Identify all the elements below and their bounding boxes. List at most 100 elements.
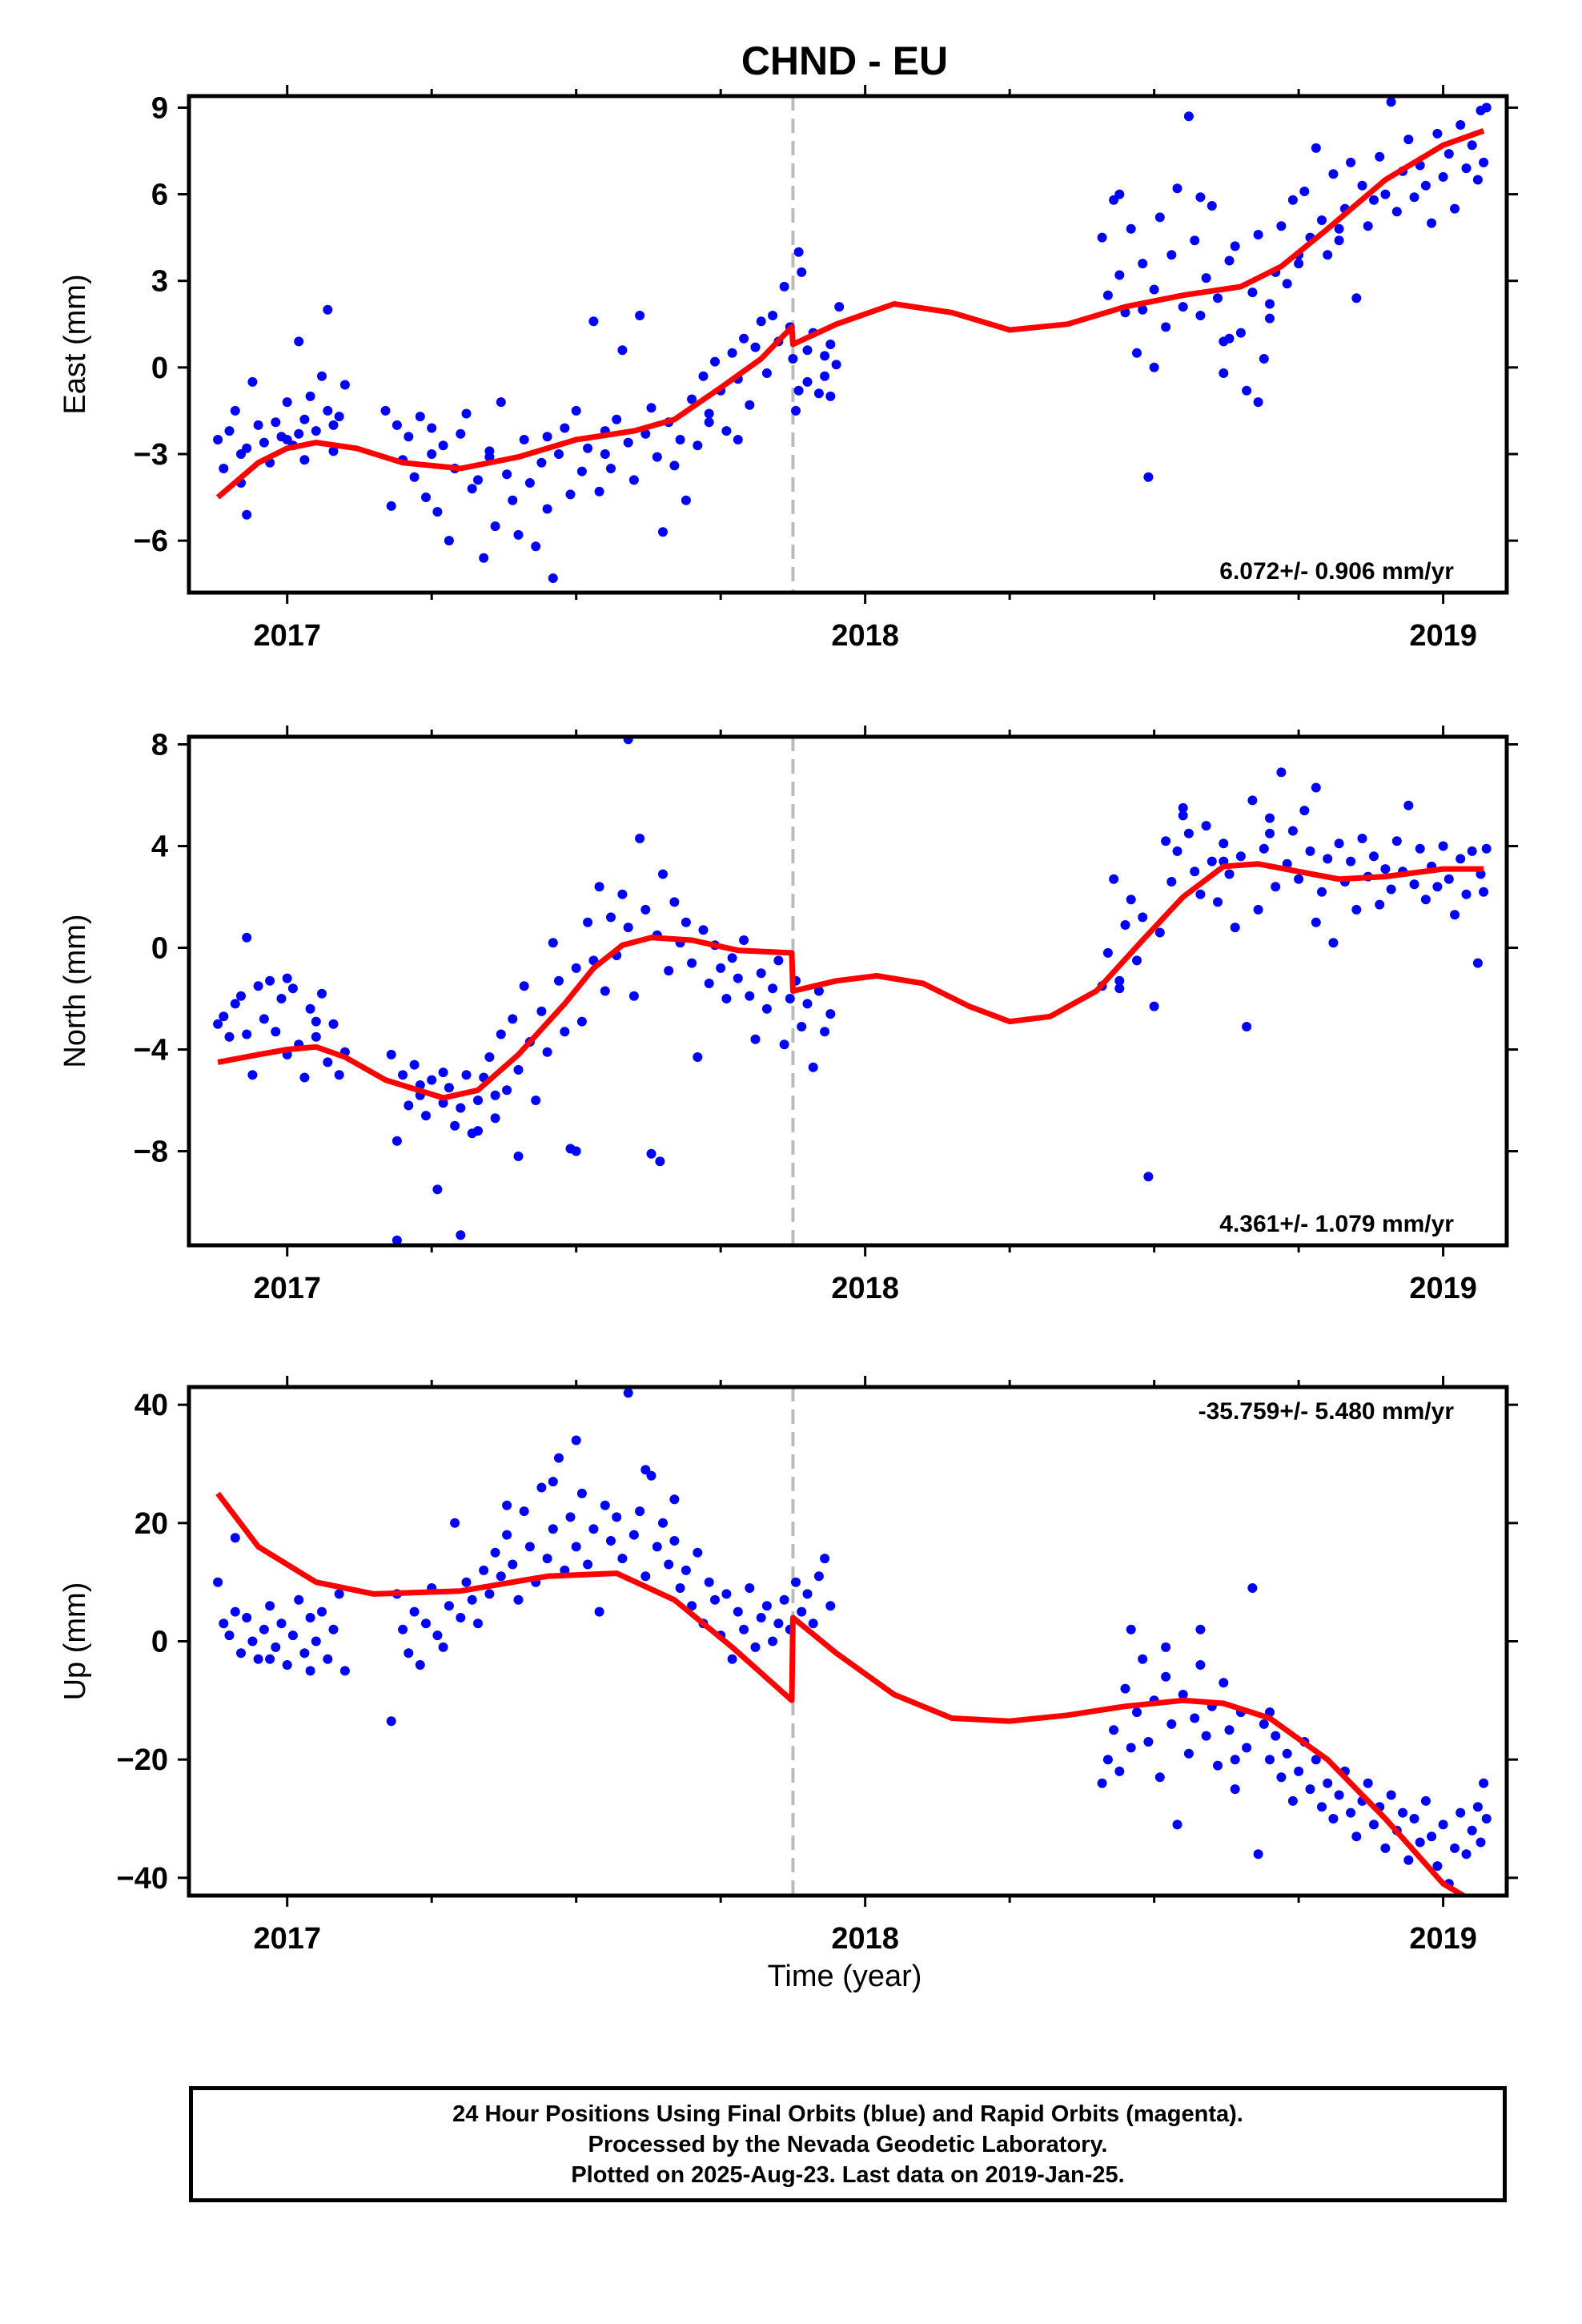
data-point (565, 489, 576, 500)
data-point (502, 1085, 512, 1096)
data-point (1102, 1755, 1113, 1765)
data-point (1323, 250, 1333, 260)
data-point (1166, 250, 1177, 260)
data-point (1230, 923, 1240, 933)
data-point (484, 1052, 495, 1062)
data-point (1154, 1772, 1165, 1783)
data-point (391, 1235, 402, 1245)
data-point (1143, 472, 1154, 482)
data-point (1467, 846, 1477, 856)
data-point (1334, 838, 1344, 849)
data-point (548, 1524, 558, 1534)
data-point (1317, 887, 1327, 897)
data-point (1265, 828, 1275, 838)
data-point (1443, 149, 1454, 159)
data-point (825, 340, 836, 349)
data-point (773, 955, 784, 966)
data-point (710, 356, 720, 367)
data-point (761, 1003, 772, 1014)
data-point (681, 1565, 691, 1575)
data-point (513, 1064, 524, 1075)
data-point (305, 391, 315, 401)
data-point (628, 991, 639, 1001)
data-point (438, 440, 448, 451)
data-point (271, 417, 281, 428)
data-point (1178, 302, 1188, 312)
data-point (1224, 869, 1235, 879)
data-point (513, 1594, 524, 1605)
data-point (271, 1027, 281, 1037)
data-point (704, 408, 714, 419)
model-curve (215, 1491, 1469, 1896)
data-point (727, 1654, 737, 1664)
data-point (230, 999, 240, 1009)
data-point (1363, 1778, 1373, 1788)
data-point (1299, 806, 1310, 816)
data-point (1161, 1642, 1171, 1652)
data-point (1311, 917, 1321, 927)
footer-line-2: Processed by the Nevada Geodetic Laborat… (588, 2131, 1108, 2157)
data-point (299, 1072, 310, 1083)
y-tick-label: −8 (134, 1136, 168, 1169)
data-point (1287, 1795, 1298, 1806)
data-point (1472, 1802, 1483, 1812)
y-tick-label: 4 (151, 830, 168, 864)
data-point (1114, 1766, 1125, 1776)
data-point (1172, 1819, 1182, 1830)
data-point (1213, 1760, 1223, 1771)
data-point (415, 1660, 425, 1670)
data-point (287, 1630, 298, 1641)
data-point (1409, 192, 1419, 203)
data-point (213, 435, 223, 444)
data-point (600, 1500, 610, 1510)
data-point (456, 1230, 466, 1240)
data-point (761, 1601, 772, 1611)
data-point (664, 1559, 674, 1570)
data-point (768, 1636, 778, 1647)
x-tick-label: 2018 (831, 1272, 899, 1305)
data-point (669, 1536, 680, 1546)
data-point (779, 281, 789, 292)
data-point (1282, 279, 1292, 289)
data-point (265, 1601, 275, 1611)
data-point (467, 484, 477, 494)
data-point (1363, 221, 1373, 231)
data-point (1403, 800, 1414, 810)
data-point (1420, 895, 1431, 905)
data-point (1114, 270, 1125, 280)
data-point (473, 1618, 483, 1629)
data-point (1369, 1819, 1379, 1830)
data-point (224, 1630, 235, 1641)
data-point (1154, 927, 1165, 938)
data-point (339, 380, 350, 390)
data-point (461, 408, 472, 419)
y-tick-label: −6 (134, 525, 168, 558)
data-point (479, 553, 489, 563)
data-point (1259, 1719, 1269, 1729)
data-point (646, 1470, 656, 1481)
data-point (1386, 1790, 1396, 1800)
data-point (704, 979, 714, 988)
data-point (1201, 821, 1211, 831)
panel-up: −40 −20 0 20 40 2017 2018 2019 Up (mm) -35.759+/-… (58, 1376, 1518, 1956)
data-point (571, 1146, 581, 1156)
data-point (612, 414, 622, 424)
data-point (1409, 879, 1419, 890)
data-point (282, 1660, 292, 1670)
data-point (421, 1618, 431, 1629)
data-point (1265, 313, 1275, 324)
data-point (1114, 189, 1125, 199)
data-point (548, 938, 558, 948)
data-point (1380, 1843, 1391, 1853)
data-point (219, 1011, 229, 1022)
data-point (1259, 354, 1269, 364)
data-point (802, 376, 813, 387)
data-point (571, 963, 581, 973)
data-point (1247, 795, 1258, 806)
data-point (745, 400, 755, 410)
y-tick-label: 9 (151, 91, 168, 125)
data-point (640, 428, 651, 439)
data-point (600, 449, 610, 459)
data-point (1242, 1022, 1252, 1031)
data-point (484, 452, 495, 462)
